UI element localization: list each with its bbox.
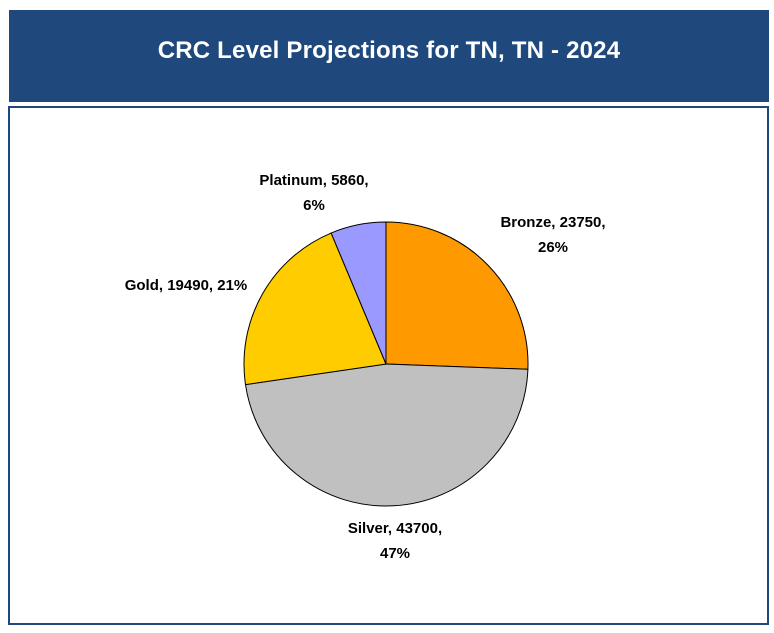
data-label-line: Gold, 19490, 21% bbox=[125, 277, 248, 294]
data-label-line: 26% bbox=[538, 239, 568, 256]
title-banner: CRC Level Projections for TN, TN - 2024 bbox=[9, 10, 769, 102]
data-label-line: Platinum, 5860, bbox=[259, 172, 368, 189]
data-label-line: Bronze, 23750, bbox=[500, 214, 605, 231]
data-label-platinum: Platinum, 5860, 6% bbox=[259, 172, 368, 214]
chart-title: CRC Level Projections for TN, TN - 2024 bbox=[157, 37, 621, 64]
data-label-silver: Silver, 43700, 47% bbox=[348, 520, 442, 562]
data-label-gold: Gold, 19490, 21% bbox=[125, 277, 248, 294]
data-label-line: 47% bbox=[380, 545, 410, 562]
pie-slice-bronze bbox=[385, 221, 529, 370]
data-label-line: 6% bbox=[303, 197, 325, 214]
data-label-bronze: Bronze, 23750, 26% bbox=[500, 214, 605, 256]
pie-slice-silver bbox=[244, 363, 529, 507]
pie-slice-platinum bbox=[330, 221, 387, 365]
pie-slice-gold bbox=[243, 232, 387, 386]
data-label-line: Silver, 43700, bbox=[348, 520, 442, 537]
